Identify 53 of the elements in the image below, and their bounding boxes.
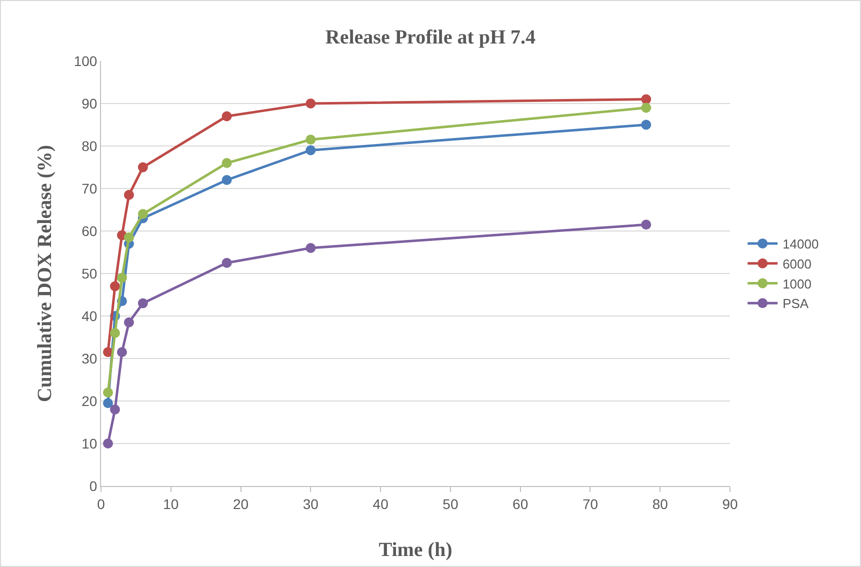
x-tick-label: 80 [652, 496, 668, 512]
point [124, 317, 134, 328]
y-tick-label: 60 [82, 222, 98, 239]
point [641, 220, 652, 230]
point [306, 243, 316, 253]
point [138, 162, 148, 172]
point [222, 258, 232, 268]
legend-label: 1000 [782, 276, 812, 292]
point [110, 404, 120, 414]
legend-label: 6000 [782, 256, 812, 272]
y-tick-label: 30 [82, 350, 98, 366]
point [102, 398, 113, 408]
x-tick-label: 50 [442, 496, 458, 512]
point [116, 272, 127, 283]
x-tick-label: 60 [512, 496, 528, 512]
x-tick-label: 30 [302, 496, 319, 512]
x-tick-label: 70 [582, 496, 598, 512]
x-tick-label: 10 [163, 496, 179, 512]
point [641, 120, 652, 130]
y-tick-label: 0 [89, 478, 98, 494]
y-tick-label: 80 [82, 138, 98, 154]
legend-label: 14000 [782, 236, 819, 252]
x-axis-title: Time (h) [378, 539, 452, 561]
point [306, 134, 316, 145]
y-tick-label: 100 [74, 52, 98, 69]
point [641, 94, 652, 104]
point [641, 102, 652, 113]
point [110, 328, 120, 338]
point [138, 298, 148, 308]
point [110, 281, 120, 292]
point [222, 111, 232, 122]
chart-title: Release Profile at pH 7.4 [325, 26, 536, 48]
point [102, 388, 113, 398]
point [222, 158, 232, 168]
y-tick-label: 10 [82, 435, 98, 452]
y-tick-label: 90 [82, 95, 98, 112]
point [306, 98, 316, 108]
y-axis-title: Cumulative DOX Release (%) [34, 144, 56, 402]
point [124, 190, 134, 200]
y-tick-label: 40 [82, 308, 98, 324]
point [102, 438, 113, 448]
y-tick-label: 20 [82, 392, 98, 409]
point [116, 347, 127, 358]
point [222, 175, 232, 185]
point [306, 145, 316, 156]
point [124, 232, 134, 242]
y-tick-label: 70 [82, 180, 98, 196]
x-tick-label: 40 [372, 496, 389, 512]
point [138, 209, 148, 219]
x-tick-label: 90 [722, 496, 738, 512]
legend-label: PSA [782, 296, 809, 312]
x-tick-label: 20 [232, 496, 249, 512]
y-tick-label: 50 [82, 265, 98, 282]
